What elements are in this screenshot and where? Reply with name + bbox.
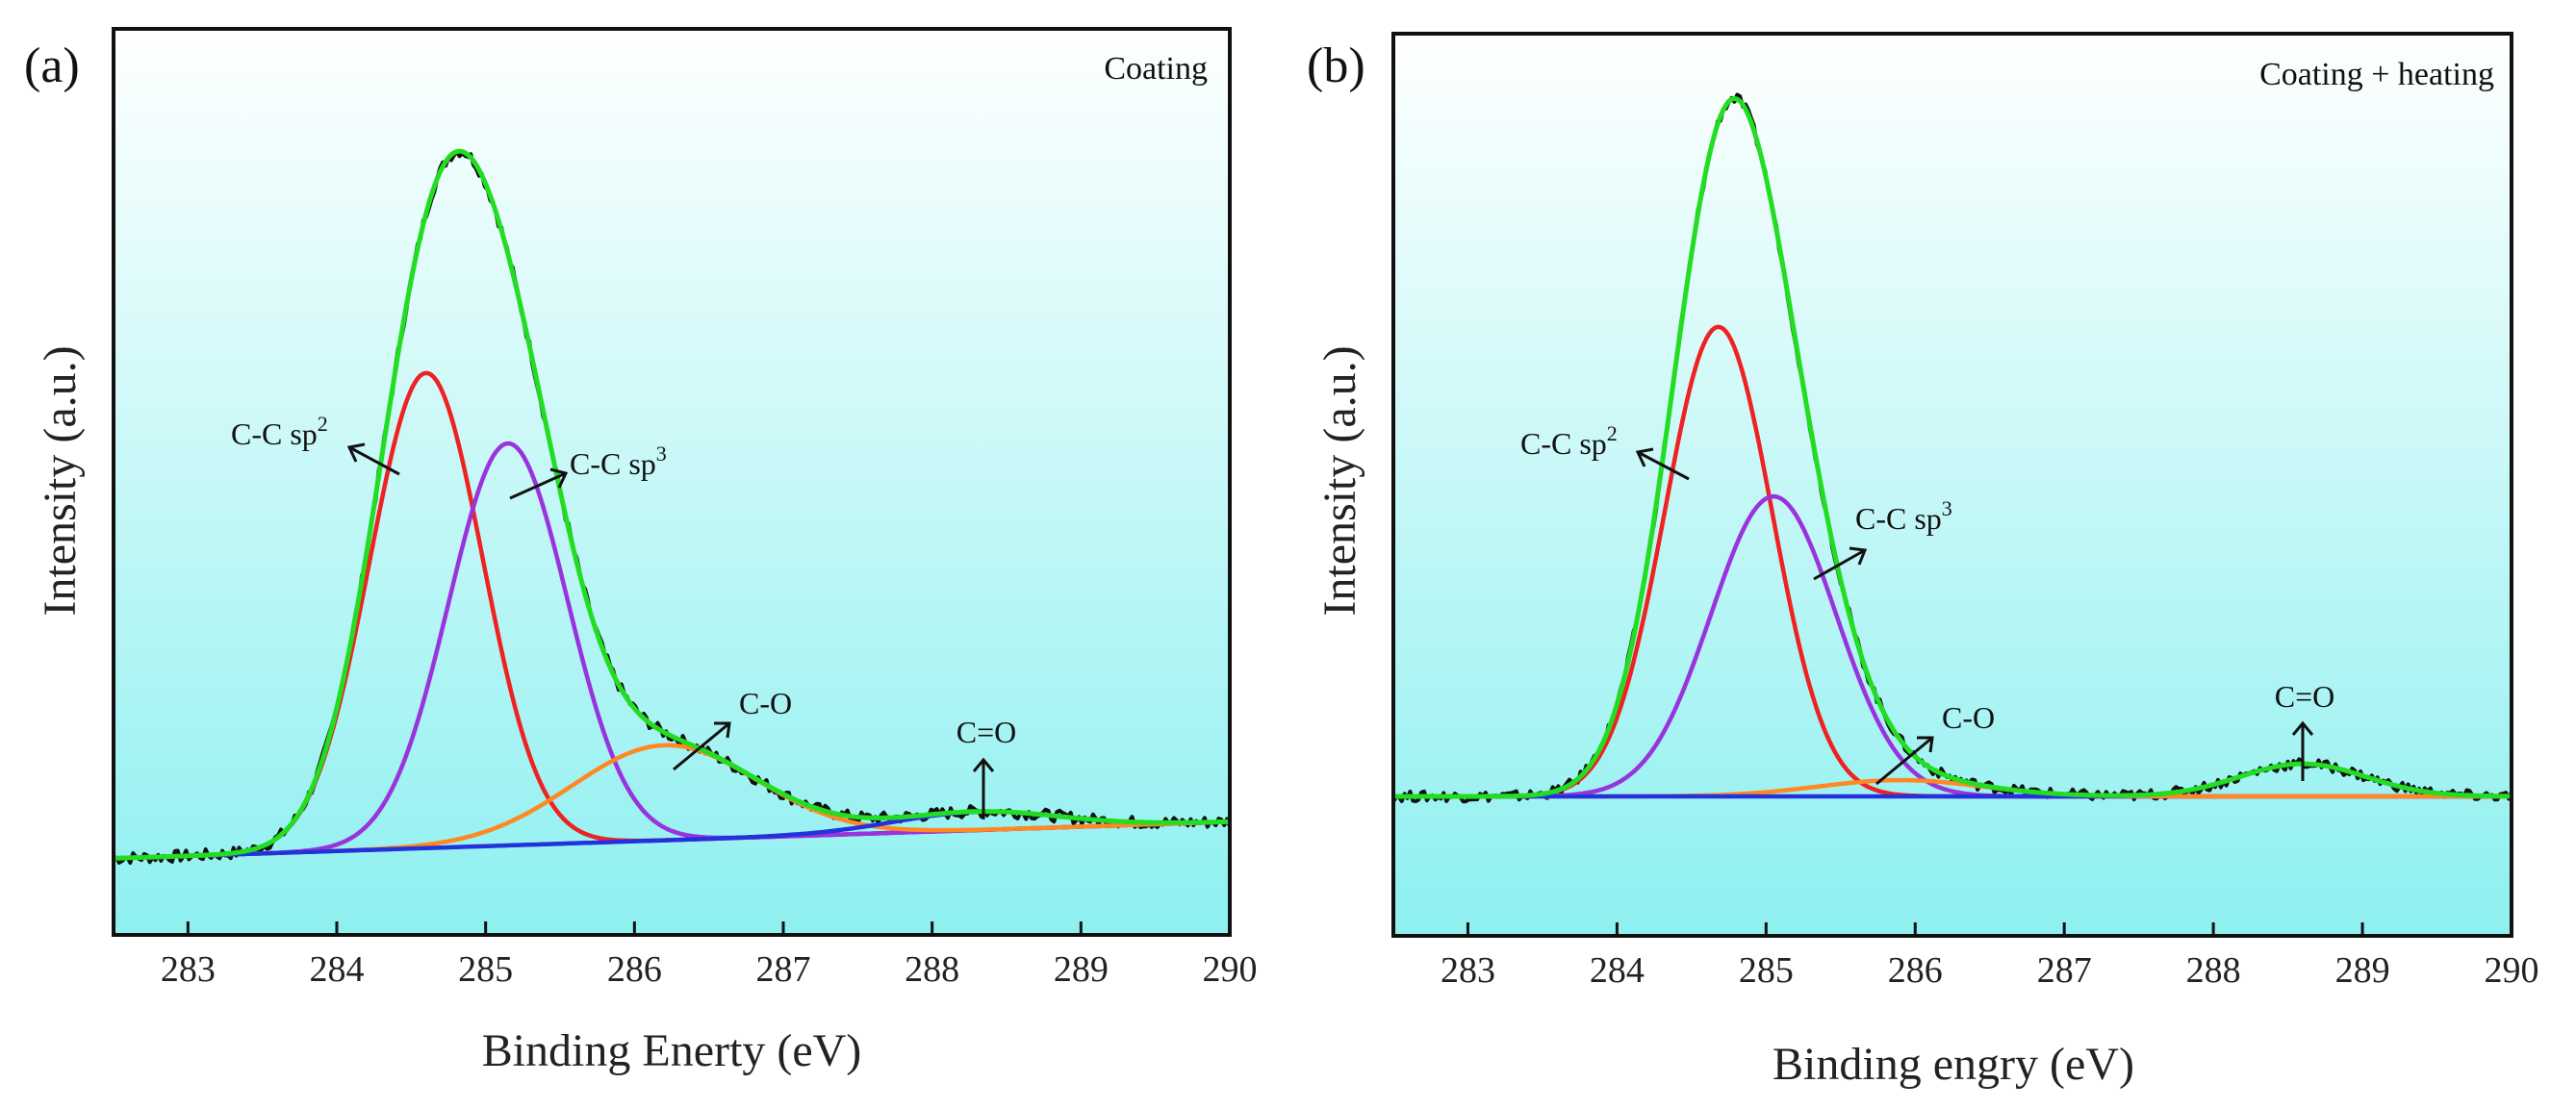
annotation-co-a: C-O	[673, 686, 792, 771]
plot-area-b	[1393, 34, 2512, 936]
annotation-sp2-a: C-C sp2	[231, 412, 400, 476]
x-tick-label-a: 285	[458, 949, 513, 990]
x-tick-label-a: 286	[607, 949, 662, 990]
x-tick-label-b: 290	[2485, 950, 2539, 991]
x-tick-label-a: 287	[756, 949, 811, 990]
panel-b: 283 284 285 286 287 288 289 290 (b) Coating + h…	[1307, 32, 2539, 1090]
y-axis-title-b: Intensity (a.u.)	[1314, 345, 1365, 616]
plot-frame-a	[112, 27, 1232, 937]
y-axis-title-a: Intensity (a.u.)	[35, 345, 86, 616]
annotation-text-sp3-a: C-C sp	[570, 446, 656, 481]
svg-text:C-C sp3: C-C sp3	[570, 441, 667, 481]
annotation-sup-sp3-b: 3	[1942, 496, 1952, 520]
corner-label-b: Coating + heating	[2259, 57, 2494, 92]
x-tick-label-a: 290	[1203, 949, 1258, 990]
x-tick-label-b: 285	[1739, 950, 1794, 991]
panel-label-a: (a)	[24, 38, 80, 93]
annotation-co-b: C-O	[1875, 700, 1995, 786]
x-axis-title-a: Binding Enerty (eV)	[482, 1025, 862, 1076]
curves-b	[1391, 92, 2513, 804]
corner-label-a: Coating	[1104, 51, 1208, 87]
annotation-cdo-a: C=O	[956, 715, 1017, 819]
envelope-fit-a	[113, 148, 1231, 861]
x-axis-title-b: Binding engry (eV)	[1773, 1039, 2134, 1090]
x-tick-label-b: 284	[1590, 950, 1645, 991]
envelope-fit-b	[1393, 95, 2512, 799]
annotation-sp2-b: C-C sp2	[1520, 421, 1690, 481]
x-tick-label-b: 283	[1441, 950, 1495, 991]
annotation-text-co-a: C-O	[739, 686, 792, 720]
svg-text:C-C sp2: C-C sp2	[1520, 421, 1618, 461]
annotation-sup-sp2-b: 2	[1607, 421, 1618, 445]
annotation-text-sp2-b: C-C sp	[1520, 426, 1607, 461]
x-tick-label-a: 283	[161, 949, 216, 990]
panel-label-b: (b)	[1307, 38, 1365, 93]
svg-text:C-C sp2: C-C sp2	[231, 412, 328, 451]
annotation-text-sp2-a: C-C sp	[231, 416, 318, 451]
annotation-sup-sp2-a: 2	[318, 412, 328, 436]
x-ticks-b: 283 284 285 286 287 288 289 290	[1441, 922, 2539, 991]
panel-a: 283 284 285 286 287 288 289 290 (a) Coating Bin…	[24, 27, 1258, 1076]
x-tick-label-a: 284	[310, 949, 365, 990]
x-ticks-a: 283 284 285 286 287 288 289 290	[161, 921, 1258, 990]
x-tick-label-b: 288	[2186, 950, 2241, 991]
annotation-sup-sp3-a: 3	[656, 441, 667, 466]
annotation-text-sp3-b: C-C sp	[1855, 501, 1942, 536]
annotation-sp3-a: C-C sp3	[509, 441, 667, 500]
x-tick-label-b: 286	[1888, 950, 1943, 991]
plot-area-a	[114, 29, 1230, 935]
x-tick-label-a: 289	[1054, 949, 1109, 990]
annotation-text-cdo-a: C=O	[956, 715, 1017, 749]
annotation-sp3-b: C-C sp3	[1813, 496, 1952, 581]
x-tick-label-a: 288	[905, 949, 959, 990]
annotation-cdo-b: C=O	[2275, 679, 2335, 781]
plot-frame-b	[1391, 32, 2513, 938]
annotation-text-co-b: C-O	[1942, 700, 1995, 735]
curves-a	[113, 148, 1232, 865]
x-tick-label-b: 289	[2335, 950, 2390, 991]
annotation-text-cdo-b: C=O	[2275, 679, 2335, 714]
svg-text:C-C sp3: C-C sp3	[1855, 496, 1952, 536]
x-tick-label-b: 287	[2037, 950, 2092, 991]
